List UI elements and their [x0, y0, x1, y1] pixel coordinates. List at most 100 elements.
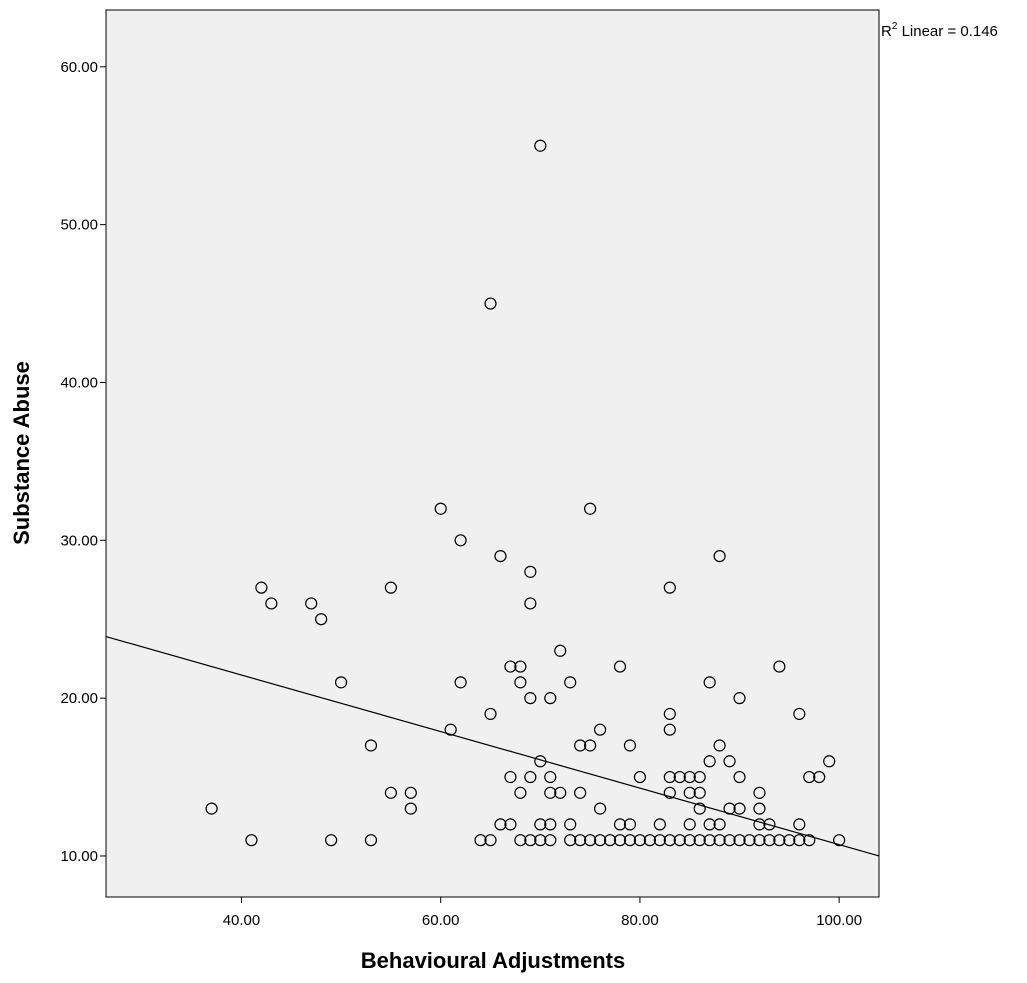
- data-point: [693, 786, 706, 799]
- data-point: [574, 834, 587, 847]
- data-point: [723, 834, 736, 847]
- data-point: [494, 549, 507, 563]
- data-point: [524, 565, 537, 578]
- data-point: [584, 739, 597, 752]
- data-point: [474, 834, 487, 847]
- data-point: [823, 755, 836, 768]
- data-point: [713, 834, 726, 847]
- data-point: [713, 818, 726, 831]
- data-point: [315, 613, 328, 626]
- data-point: [793, 707, 806, 721]
- data-point: [793, 818, 806, 831]
- data-point: [663, 581, 676, 594]
- data-point: [603, 834, 617, 847]
- y-tick-label: 50.00: [60, 217, 98, 234]
- data-point: [554, 786, 567, 799]
- data-point: [544, 818, 557, 831]
- data-point: [783, 834, 796, 847]
- x-tick-label: 40.00: [223, 912, 261, 929]
- y-tick-label: 10.00: [60, 848, 98, 865]
- data-point: [593, 723, 607, 736]
- data-point: [763, 818, 776, 831]
- data-point: [623, 739, 637, 752]
- data-point: [653, 818, 666, 831]
- data-point: [554, 644, 567, 657]
- data-point: [773, 834, 786, 847]
- data-point: [484, 707, 497, 721]
- data-point: [245, 834, 258, 847]
- data-point: [265, 597, 278, 610]
- data-point: [663, 770, 676, 784]
- data-point: [733, 692, 746, 705]
- data-point: [305, 597, 318, 610]
- data-point: [504, 660, 517, 673]
- data-point: [514, 660, 527, 673]
- data-point: [683, 818, 696, 831]
- data-point: [663, 707, 676, 721]
- data-point: [514, 834, 527, 847]
- data-point: [334, 676, 348, 689]
- data-point: [813, 770, 826, 784]
- y-tick-label: 40.00: [60, 374, 98, 391]
- data-point: [793, 834, 806, 847]
- data-point: [663, 786, 676, 799]
- data-point: [703, 818, 716, 831]
- y-axis-title: Substance Abuse: [9, 361, 34, 545]
- data-point: [534, 818, 547, 831]
- data-point: [524, 834, 537, 847]
- data-point: [753, 786, 766, 799]
- data-point: [205, 802, 218, 815]
- data-point: [404, 802, 417, 815]
- data-point: [773, 660, 786, 673]
- data-point: [434, 502, 447, 515]
- data-point: [613, 660, 627, 673]
- data-point: [753, 802, 766, 815]
- data-point: [753, 818, 766, 831]
- plot-area: [105, 9, 880, 898]
- r-squared-label: R2 Linear = 0.146: [881, 21, 998, 40]
- data-point: [534, 834, 547, 847]
- r-squared-label-rest: Linear = 0.146: [897, 23, 998, 40]
- data-point: [564, 818, 577, 831]
- data-point: [524, 770, 537, 784]
- data-point: [703, 676, 716, 689]
- x-tick-label: 60.00: [422, 912, 460, 929]
- data-point: [593, 834, 607, 847]
- x-tick-label: 80.00: [621, 912, 659, 929]
- data-point: [584, 502, 597, 515]
- data-point: [683, 834, 696, 847]
- data-point: [713, 739, 726, 752]
- data-point: [514, 676, 527, 689]
- data-point: [683, 786, 696, 799]
- data-point: [454, 534, 467, 547]
- y-tick-label: 20.00: [60, 690, 98, 707]
- y-tick-label: 60.00: [60, 59, 98, 76]
- x-tick-label: 100.00: [816, 912, 862, 929]
- data-point: [364, 739, 378, 752]
- y-tick-label: 30.00: [60, 532, 98, 549]
- data-point: [693, 802, 706, 815]
- data-point: [484, 297, 497, 310]
- data-points: [205, 139, 846, 847]
- data-point: [255, 581, 268, 594]
- data-point: [643, 834, 656, 847]
- data-point: [325, 834, 338, 847]
- data-point: [584, 834, 597, 847]
- data-point: [763, 834, 776, 847]
- data-point: [703, 755, 716, 768]
- data-point: [544, 786, 557, 799]
- data-point: [733, 834, 746, 847]
- data-point: [564, 676, 577, 689]
- data-point: [753, 834, 766, 847]
- r-squared-label-base: R: [881, 23, 892, 40]
- data-point: [623, 818, 637, 831]
- data-point: [653, 834, 666, 847]
- data-point: [693, 770, 706, 784]
- data-point: [733, 802, 746, 815]
- data-point: [703, 834, 716, 847]
- data-point: [633, 834, 647, 847]
- data-point: [384, 581, 397, 594]
- data-point: [803, 834, 816, 847]
- data-point: [564, 834, 577, 847]
